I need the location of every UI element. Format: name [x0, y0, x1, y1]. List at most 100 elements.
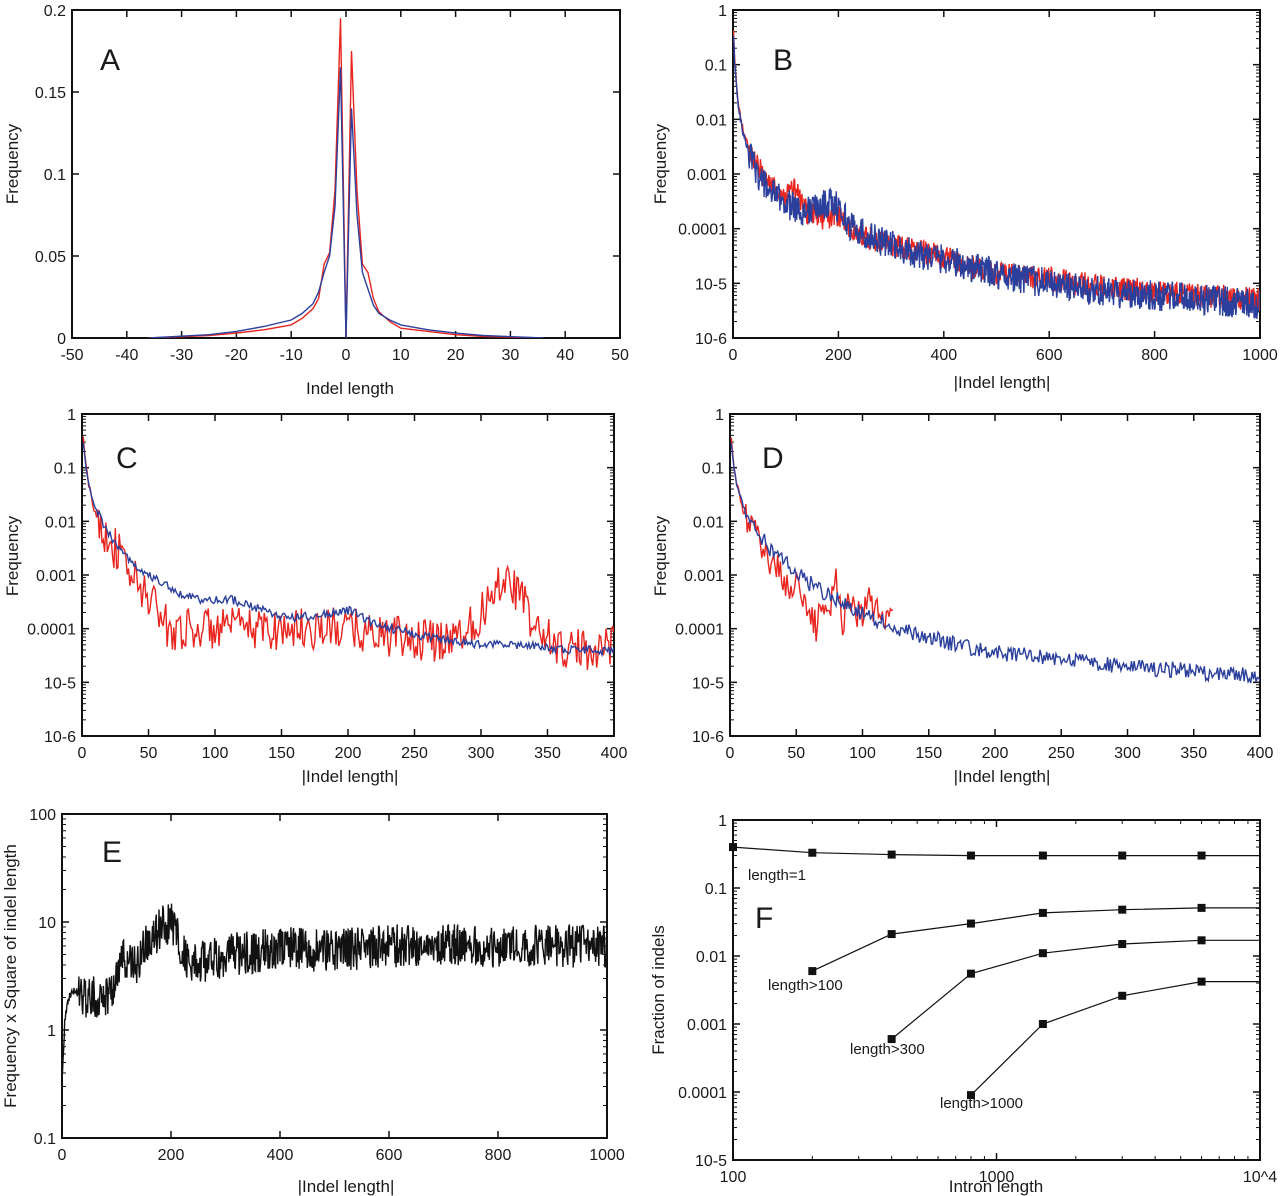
- x-tick-label: 1000: [1242, 347, 1278, 364]
- x-axis-label: Intron length: [949, 1177, 1044, 1196]
- y-tick-label: 0.0001: [675, 622, 724, 639]
- x-tick-label: 300: [468, 745, 495, 762]
- x-axis-label: |Indel length|: [298, 1177, 395, 1196]
- y-tick-label: 0.01: [696, 112, 727, 129]
- data-point-marker: [966, 919, 975, 928]
- x-tick-label: 40: [556, 347, 574, 364]
- y-tick-label: 10-5: [695, 276, 727, 293]
- x-tick-label: 0: [58, 1147, 67, 1164]
- x-tick-label: 10^4: [1243, 1169, 1277, 1186]
- x-tick-label: 350: [534, 745, 561, 762]
- x-tick-label: 0: [729, 347, 738, 364]
- x-tick-label: 50: [787, 745, 805, 762]
- x-tick-label: 10: [392, 347, 410, 364]
- y-tick-label: 10-6: [44, 729, 76, 746]
- data-point-marker: [1118, 991, 1127, 1000]
- data-point-marker: [1038, 949, 1047, 958]
- x-tick-label: 100: [202, 745, 229, 762]
- x-tick-label: 0: [726, 745, 735, 762]
- x-tick-label: 600: [376, 1147, 403, 1164]
- panel-label: F: [755, 902, 773, 935]
- plot-frame: [81, 413, 615, 737]
- data-point-marker: [887, 850, 896, 859]
- data-point-marker: [1118, 940, 1127, 949]
- x-tick-label: 400: [267, 1147, 294, 1164]
- x-tick-label: 0: [78, 745, 87, 762]
- series-line-length-1: [733, 846, 1260, 857]
- series-line-blue: [730, 442, 1260, 685]
- data-point-marker: [1038, 908, 1047, 917]
- plot-frame: [71, 9, 621, 339]
- y-tick-label: 0.2: [44, 3, 66, 20]
- x-tick-label: 150: [268, 745, 295, 762]
- x-tick-label: 250: [401, 745, 428, 762]
- panel-e: E |Indel length| Frequency x Square of i…: [1, 807, 625, 1196]
- x-tick-label: 600: [1036, 347, 1063, 364]
- series-label-length-gt-100: length>100: [768, 977, 843, 994]
- x-tick-label: 1000: [979, 1169, 1015, 1186]
- x-tick-label: 400: [601, 745, 628, 762]
- series-label-length-1: length=1: [748, 867, 806, 884]
- series-label-length-gt-300: length>300: [850, 1041, 925, 1058]
- x-tick-label: -20: [225, 347, 248, 364]
- x-axis-label: |Indel length|: [302, 767, 399, 786]
- y-tick-label: 0.001: [684, 568, 724, 585]
- series-line-length-100: [812, 907, 1260, 972]
- y-tick-label: 1: [67, 407, 76, 424]
- panel-label: C: [116, 442, 138, 475]
- y-tick-label: 1: [47, 1023, 56, 1040]
- x-tick-label: 800: [485, 1147, 512, 1164]
- y-tick-label: 0.1: [34, 1131, 56, 1148]
- y-tick-label: 1: [718, 3, 727, 20]
- data-point-marker: [1118, 905, 1127, 914]
- series-line-length-1000: [970, 981, 1260, 1096]
- x-tick-label: 200: [335, 745, 362, 762]
- y-tick-label: 0: [57, 331, 66, 348]
- x-tick-label: 50: [140, 745, 158, 762]
- y-tick-label: 10-5: [692, 675, 724, 692]
- data-point-marker: [729, 843, 737, 852]
- x-axis-label: Indel length: [306, 379, 394, 398]
- y-axis-label: Frequency: [651, 123, 670, 204]
- y-tick-label: 0.001: [36, 568, 76, 585]
- x-tick-label: 200: [982, 745, 1009, 762]
- y-tick-label: 1: [715, 407, 724, 424]
- y-tick-label: 0.1: [44, 167, 66, 184]
- y-tick-label: 0.0001: [678, 222, 727, 239]
- data-point-marker: [1197, 936, 1206, 945]
- x-tick-label: 300: [1114, 745, 1141, 762]
- data-point-marker: [808, 848, 817, 857]
- y-tick-label: 0.1: [702, 461, 724, 478]
- data-point-marker: [966, 1091, 975, 1100]
- y-tick-label: 0.01: [693, 514, 724, 531]
- data-point-marker: [1038, 851, 1047, 860]
- y-axis-label: Frequency x Square of indel length: [1, 844, 20, 1108]
- plot-frame: [61, 813, 608, 1139]
- x-tick-label: 150: [915, 745, 942, 762]
- y-tick-label: 10-5: [44, 675, 76, 692]
- x-tick-label: 0: [342, 347, 351, 364]
- series-line-black: [62, 903, 607, 1073]
- y-tick-label: 0.001: [687, 167, 727, 184]
- panel-d: D |Indel length| Frequency 0 50 100 150 200 2…: [651, 407, 1273, 786]
- panel-label: D: [762, 442, 784, 475]
- data-point-marker: [1197, 977, 1206, 986]
- y-tick-label: 0.01: [45, 514, 76, 531]
- x-tick-label: 100: [849, 745, 876, 762]
- x-axis-label: |Indel length|: [954, 767, 1051, 786]
- y-tick-label: 0.1: [705, 58, 727, 75]
- y-tick-label: 0.0001: [678, 1085, 727, 1102]
- data-point-marker: [966, 851, 975, 860]
- y-tick-label: 0.15: [35, 85, 66, 102]
- data-point-marker: [808, 967, 817, 976]
- x-tick-label: 200: [825, 347, 852, 364]
- series-line-red: [730, 437, 894, 642]
- x-tick-label: -50: [60, 347, 83, 364]
- x-tick-label: -40: [115, 347, 138, 364]
- plot-frame: [729, 413, 1261, 737]
- y-tick-label: 1: [718, 813, 727, 830]
- x-tick-label: 800: [1141, 347, 1168, 364]
- panel-label: E: [102, 836, 122, 869]
- panel-label: B: [773, 44, 793, 77]
